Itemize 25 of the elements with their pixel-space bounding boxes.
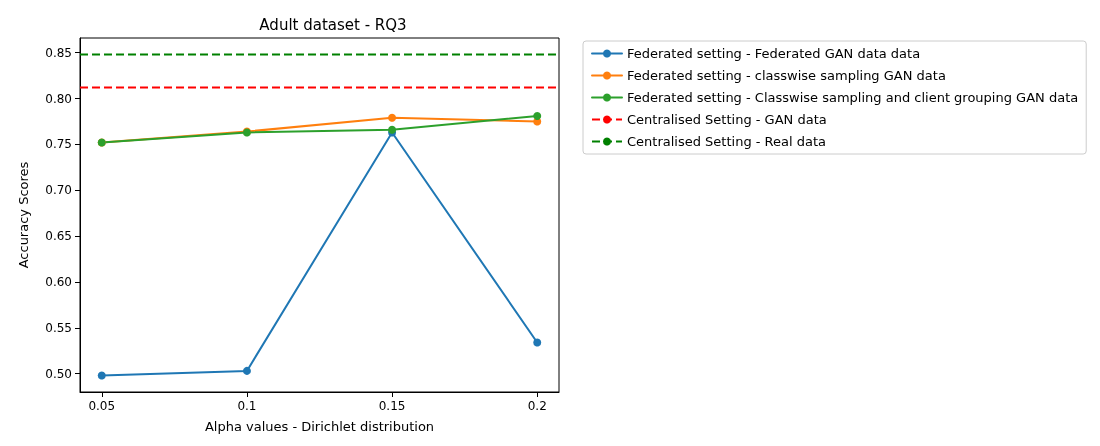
x-tick-label: 0.05 (88, 399, 116, 413)
x-tick-label: 0.2 (527, 399, 547, 413)
y-tick-label: 0.55 (45, 320, 72, 335)
legend-label: Federated setting - classwise sampling GAN data (627, 68, 946, 83)
chart-title: Adult dataset - RQ3 (259, 15, 407, 34)
point (97, 371, 106, 380)
y-tick-label: 0.75 (45, 137, 72, 152)
legend-label: Centralised Setting - GAN data (627, 112, 827, 127)
y-tick-label: 0.80 (45, 91, 72, 106)
legend-label: Centralised Setting - Real data (627, 134, 827, 149)
x-axis-title: Alpha values - Dirichlet distribution (204, 419, 435, 434)
legend-label: Federated setting - Federated GAN data data (627, 46, 921, 61)
x-tick-label: 0.1 (237, 399, 257, 413)
y-tick-label: 0.60 (45, 274, 72, 289)
y-axis-title: Accuracy Scores (16, 161, 31, 269)
y-tick-label: 0.70 (45, 183, 72, 198)
point (242, 366, 251, 375)
y-tick-label: 0.65 (45, 229, 72, 244)
point (533, 111, 542, 120)
x-tick-label: 0.15 (378, 399, 406, 413)
y-tick-label: 0.50 (45, 366, 72, 381)
legend-label: Federated setting - Classwise sampling and client grouping GAN data (627, 90, 1079, 105)
point (533, 338, 542, 347)
point (388, 113, 397, 122)
y-tick-label: 0.85 (45, 45, 72, 60)
